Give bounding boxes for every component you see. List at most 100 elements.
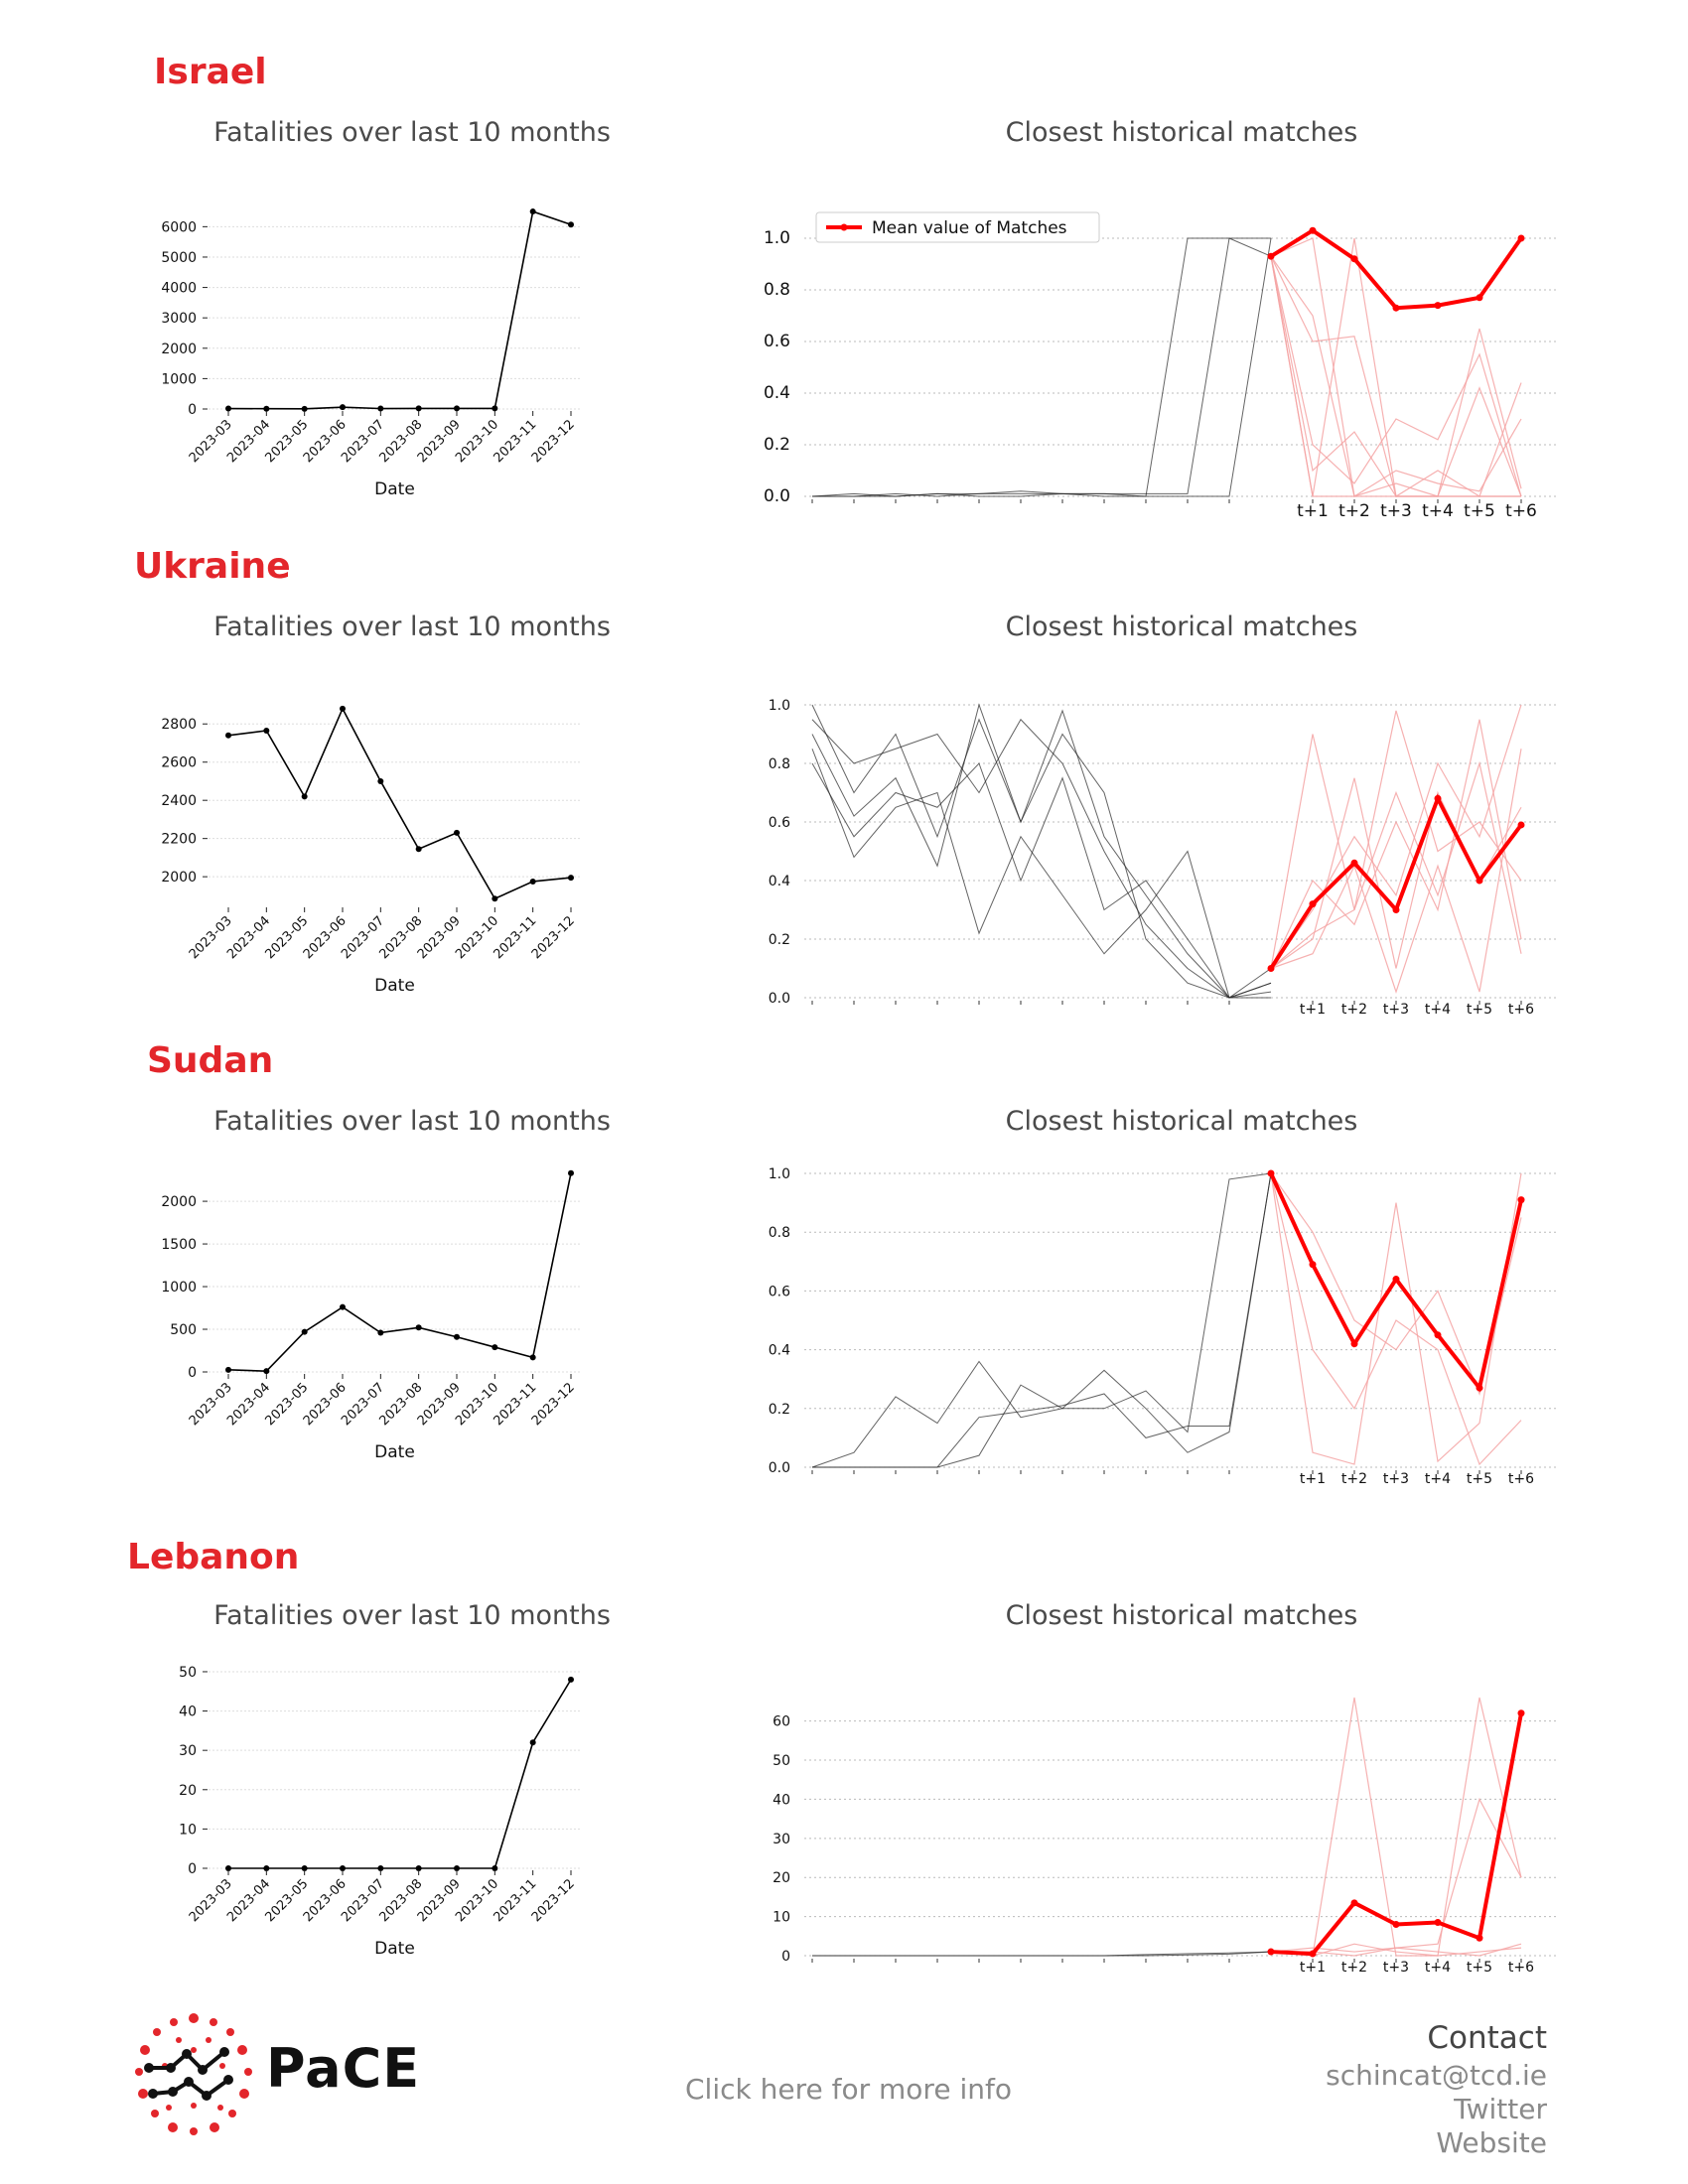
match-trace	[1270, 256, 1522, 497]
x-tick-label: t+4	[1422, 501, 1454, 521]
mean-point	[1267, 252, 1275, 260]
data-point	[225, 405, 231, 412]
right-chart-title-lebanon: Closest historical matches	[1005, 1600, 1358, 1631]
fatalities-chart-israel: 01000200030004000500060002023-032023-042…	[161, 208, 581, 499]
x-tick-label: t+3	[1383, 1960, 1409, 1976]
website-link[interactable]: Website	[1436, 2126, 1547, 2159]
x-tick-label: t+6	[1508, 1002, 1534, 1018]
y-tick-label: 0.8	[764, 280, 790, 300]
right-chart-title-ukraine: Closest historical matches	[1005, 612, 1358, 642]
history-trace	[811, 704, 1272, 999]
data-point	[492, 895, 498, 902]
data-point	[415, 1324, 422, 1331]
left-chart-title-sudan: Fatalities over last 10 months	[213, 1106, 611, 1137]
history-trace	[811, 703, 1271, 999]
legend-label: Mean value of Matches	[872, 218, 1067, 238]
y-tick-label: 0.2	[769, 1402, 790, 1418]
data-point	[415, 1865, 422, 1871]
data-point	[225, 1865, 231, 1871]
history-trace	[812, 1172, 1272, 1468]
brand-name: PaCE	[266, 2037, 421, 2100]
y-tick-label: 0.4	[769, 1343, 790, 1359]
fatalities-chart-lebanon: 010203040502023-032023-042023-052023-062…	[179, 1665, 581, 1959]
legend-marker	[840, 223, 848, 231]
y-tick-label: 0.0	[769, 991, 790, 1007]
email-link[interactable]: schincat@tcd.ie	[1326, 2059, 1547, 2092]
y-tick-label: 50	[773, 1753, 790, 1769]
data-point	[568, 1169, 574, 1176]
x-tick-label: t+6	[1505, 501, 1537, 521]
match-trace	[1270, 749, 1522, 995]
data-point	[454, 829, 460, 836]
fatalities-line	[227, 1172, 572, 1372]
data-point	[377, 1329, 384, 1336]
data-point	[492, 1865, 498, 1871]
x-tick-label: t+6	[1508, 1960, 1534, 1976]
x-tick-label: t+4	[1425, 1960, 1451, 1976]
mean-point	[1476, 1934, 1483, 1942]
history-trace	[812, 237, 1272, 497]
more-info-link[interactable]: Click here for more info	[685, 2073, 1012, 2106]
data-point	[377, 405, 384, 412]
x-tick-label: t+2	[1341, 1002, 1367, 1018]
y-tick-label: 1000	[161, 371, 197, 387]
y-tick-label: 0.6	[769, 1284, 790, 1299]
y-tick-label: 0.4	[769, 874, 790, 889]
contact-heading: Contact	[1427, 2020, 1547, 2056]
y-tick-label: 0.0	[764, 486, 790, 506]
matches-chart-israel: 0.0 0.2 0.4 0.6 0.8 1.0 t+1 t+2 t+3 t+4 t+5 t+6 Mean…	[764, 211, 1559, 521]
mean-point	[1309, 1950, 1317, 1958]
data-point	[377, 1865, 384, 1871]
matches-chart-lebanon: 0 10 20 30 40 50 60 t+1 t+2 t+3 t+4 t+5 t+6	[773, 1697, 1559, 1976]
mean-point	[1476, 877, 1483, 885]
y-tick-label: 2200	[161, 832, 197, 848]
fatalities-line	[228, 1679, 572, 1869]
mean-point	[1392, 1920, 1400, 1928]
history-trace	[811, 762, 1272, 999]
x-tick-label: t+5	[1467, 1960, 1492, 1976]
x-tick-label: t+5	[1464, 501, 1495, 521]
match-trace	[1270, 1172, 1522, 1465]
x-tick-label: t+6	[1508, 1471, 1534, 1487]
data-point	[492, 405, 498, 412]
y-tick-label: 0.4	[764, 383, 790, 403]
fatalities-line	[227, 210, 572, 410]
data-point	[568, 221, 574, 228]
data-point	[529, 208, 536, 215]
pace-logo-icon	[135, 2013, 252, 2135]
y-tick-label: 50	[179, 1665, 197, 1681]
data-point	[529, 1739, 536, 1746]
mean-point	[1350, 859, 1358, 867]
data-point	[568, 1676, 574, 1683]
y-tick-label: 500	[170, 1322, 197, 1338]
y-tick-label: 0.0	[769, 1460, 790, 1476]
y-tick-label: 0	[188, 1861, 197, 1877]
data-point	[263, 1865, 270, 1871]
y-tick-label: 0.8	[769, 1225, 790, 1241]
match-trace	[1270, 719, 1522, 969]
y-tick-label: 1.0	[769, 1166, 790, 1182]
y-tick-label: 10	[773, 1910, 790, 1926]
data-point	[492, 1344, 498, 1351]
mean-point	[1350, 255, 1358, 263]
y-tick-label: 0.6	[769, 815, 790, 831]
mean-point	[1267, 1948, 1275, 1956]
y-tick-label: 60	[773, 1714, 790, 1730]
y-tick-label: 4000	[161, 281, 197, 297]
mean-point	[1267, 965, 1275, 972]
x-tick-label: t+3	[1380, 501, 1412, 521]
x-tick-label: t+3	[1383, 1002, 1409, 1018]
mean-point	[1517, 821, 1525, 829]
x-tick-label: t+1	[1300, 1002, 1326, 1018]
match-trace	[1270, 255, 1522, 497]
country-title-lebanon: Lebanon	[127, 1537, 300, 1577]
x-tick-label: t+3	[1383, 1471, 1409, 1487]
x-axis-label: Date	[374, 976, 415, 996]
twitter-link[interactable]: Twitter	[1454, 2093, 1547, 2125]
x-axis-label: Date	[374, 1939, 415, 1959]
fatalities-chart-ukraine: 200022002400260028002023-032023-042023-0…	[161, 705, 581, 996]
data-point	[454, 1333, 460, 1340]
data-point	[301, 1865, 308, 1871]
mean-point	[1350, 1340, 1358, 1348]
right-chart-title-sudan: Closest historical matches	[1005, 1106, 1358, 1137]
